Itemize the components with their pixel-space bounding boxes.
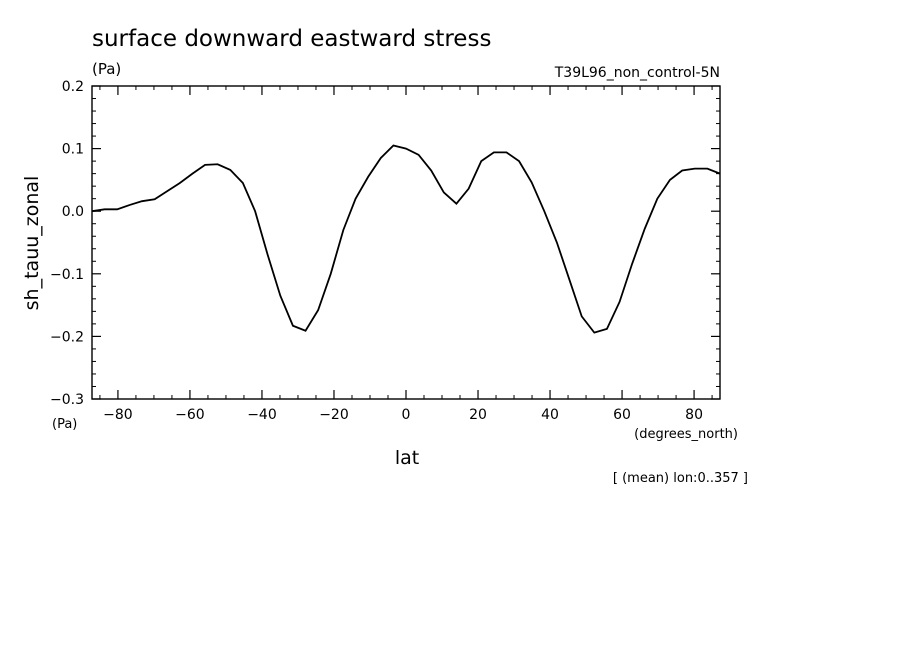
x-tick-label: −20 [319, 407, 349, 423]
y-tick-label: −0.3 [50, 392, 84, 408]
plot-frame [91, 85, 721, 400]
x-tick-label: −80 [103, 407, 133, 423]
x-tick-label: −40 [247, 407, 277, 423]
footnote: [ (mean) lon:0..357 ] [613, 471, 748, 486]
y-axis-ticks: −0.3 −0.2 −0.1 0.0 0.1 0.2 [50, 79, 720, 408]
y-tick-label: 0.1 [62, 142, 84, 158]
experiment-label: T39L96_non_control-5N [554, 65, 720, 81]
x-tick-label: 0 [402, 407, 411, 423]
x-tick-label: 40 [541, 407, 559, 423]
x-tick-label: 80 [685, 407, 703, 423]
y-tick-label: −0.2 [50, 329, 84, 345]
y-tick-label: 0.2 [62, 79, 84, 95]
y-axis-units: (Pa) [52, 417, 77, 432]
chart-title: surface downward eastward stress [92, 26, 491, 52]
y-axis-label: sh_tauu_zonal [21, 176, 43, 311]
y-tick-label: 0.0 [62, 204, 84, 220]
x-tick-label: 20 [469, 407, 487, 423]
x-axis-units: (degrees_north) [634, 427, 738, 442]
y-tick-label: −0.1 [50, 267, 84, 283]
x-axis-label: lat [395, 447, 419, 469]
x-axis-ticks: −80 −60 −40 −20 0 20 40 60 80 [99, 86, 713, 423]
title-units: (Pa) [92, 60, 121, 78]
x-tick-label: −60 [175, 407, 205, 423]
series-line [91, 144, 721, 334]
x-tick-label: 60 [613, 407, 631, 423]
